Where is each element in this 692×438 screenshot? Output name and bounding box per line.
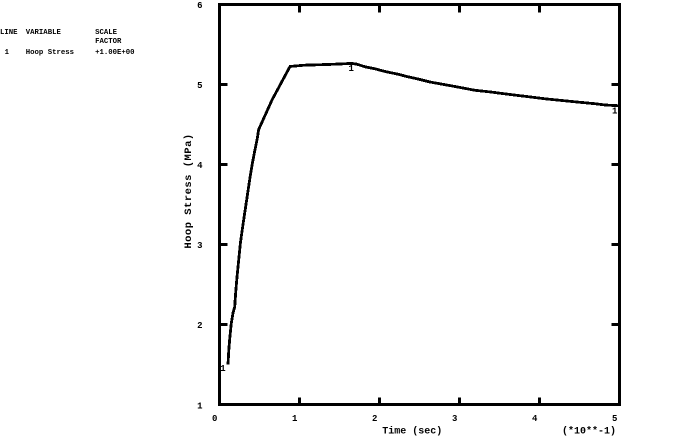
- svg-text:1: 1: [197, 402, 203, 412]
- svg-text:5: 5: [197, 81, 202, 91]
- svg-text:0: 0: [212, 414, 217, 424]
- svg-text:1: 1: [5, 49, 10, 57]
- svg-text:1: 1: [612, 106, 618, 116]
- svg-text:Time (sec): Time (sec): [382, 426, 442, 438]
- svg-text:LINE: LINE: [0, 29, 18, 37]
- svg-text:Hoop Stress (MPa): Hoop Stress (MPa): [183, 133, 195, 248]
- svg-text:SCALE: SCALE: [95, 29, 118, 37]
- svg-text:2: 2: [372, 414, 377, 424]
- svg-text:6: 6: [197, 1, 202, 11]
- svg-text:4: 4: [532, 414, 538, 424]
- svg-text:5: 5: [612, 414, 617, 424]
- svg-text:+1.00E+00: +1.00E+00: [95, 49, 134, 57]
- svg-text:4: 4: [197, 161, 203, 171]
- svg-text:3: 3: [452, 414, 457, 424]
- svg-text:(*10**-1): (*10**-1): [562, 426, 616, 438]
- svg-text:1: 1: [220, 364, 226, 374]
- svg-text:1: 1: [348, 64, 354, 74]
- svg-text:VARIABLE: VARIABLE: [26, 29, 62, 37]
- svg-text:3: 3: [197, 241, 202, 251]
- svg-text:1: 1: [292, 414, 298, 424]
- svg-text:2: 2: [197, 321, 202, 331]
- svg-text:Hoop Stress: Hoop Stress: [26, 49, 74, 57]
- svg-text:FACTOR: FACTOR: [95, 38, 122, 46]
